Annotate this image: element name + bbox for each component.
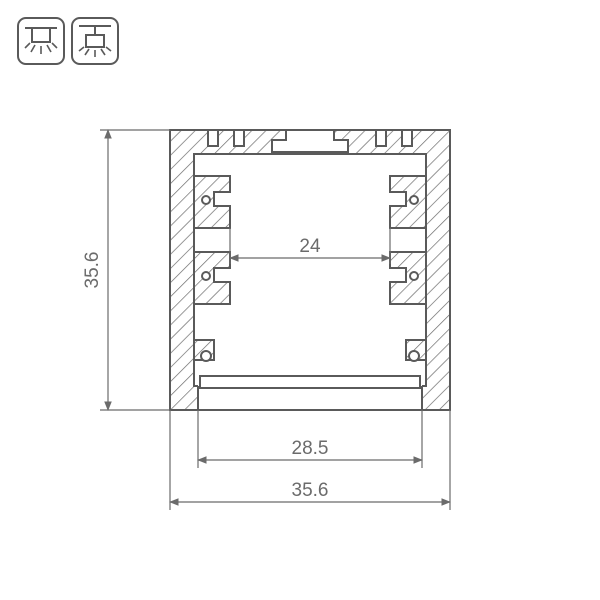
dim-inner-label: 24: [299, 236, 321, 257]
dim-height-label: 35.6: [82, 252, 103, 289]
inner-ribs: [194, 176, 426, 361]
dim-height: 35.6: [82, 130, 170, 410]
bottom-opening: [170, 372, 450, 412]
dim-opening-label: 28.5: [292, 438, 329, 459]
technical-drawing: 35.6 24 28.5 35.6: [0, 0, 600, 600]
mount-icon-2: [72, 18, 118, 64]
mount-icon-1: [18, 18, 64, 64]
dim-opening: 28.5: [198, 410, 422, 468]
dim-outer-label: 35.6: [292, 480, 329, 501]
dim-inner-width: 24: [230, 228, 390, 264]
